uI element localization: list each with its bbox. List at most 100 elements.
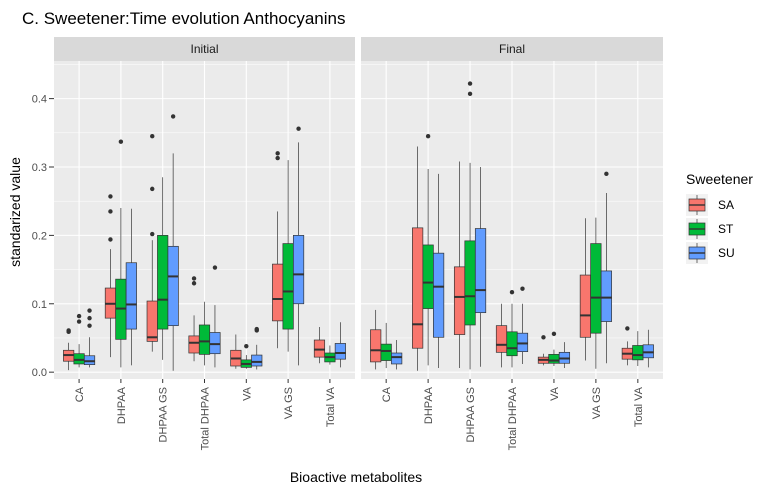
box-iqr — [370, 329, 382, 363]
legend-entry-st: ST — [686, 218, 734, 240]
outlier-point — [244, 343, 249, 349]
y-axis-title: standarized value — [7, 157, 23, 267]
outlier-point — [509, 289, 515, 295]
x-tick-label: Total DHPAA — [200, 386, 212, 450]
box-iqr — [600, 270, 612, 322]
box-iqr — [474, 228, 487, 314]
box-sa — [230, 334, 242, 369]
box-group — [230, 326, 263, 370]
box-sa — [63, 328, 75, 371]
legend-entry-sa: SA — [686, 194, 734, 216]
outlier-point — [66, 328, 71, 333]
box-su — [125, 208, 137, 366]
box-iqr — [334, 343, 346, 360]
box-st — [422, 134, 434, 366]
box-sa — [370, 309, 382, 370]
outlier-point — [118, 139, 124, 144]
x-tick-label: VA GS — [591, 387, 603, 419]
x-tick-label: Total DHPAA — [507, 386, 519, 450]
outlier-point — [87, 323, 92, 328]
y-tick-label: 0.0 — [32, 367, 47, 379]
box-iqr — [495, 325, 508, 353]
box-st — [282, 160, 294, 352]
facet-strip-label: Initial — [190, 42, 218, 56]
facet-panel-final: Final CA DHPAA DHPAA GS Total DHPAA VA VA GS To… — [361, 37, 663, 450]
x-tick-label: VA GS — [283, 387, 295, 419]
legend-label: ST — [718, 222, 734, 236]
outlier-point — [191, 281, 197, 286]
legend-entry-su: SU — [686, 242, 735, 264]
box-group — [579, 171, 612, 369]
box-iqr — [188, 335, 200, 354]
x-tick-label: CA — [74, 386, 86, 402]
box-st — [506, 289, 518, 368]
outlier-point — [467, 91, 473, 97]
box-iqr — [209, 332, 221, 355]
box-iqr — [125, 262, 137, 330]
box-iqr — [391, 352, 403, 365]
box-group — [146, 114, 179, 371]
x-tick-label: DHPAA GS — [158, 387, 170, 442]
outlier-point — [191, 276, 197, 281]
outlier-point — [625, 326, 630, 331]
box-st — [380, 322, 392, 369]
facet-strip — [54, 37, 355, 61]
legend-title: Sweetener — [686, 171, 753, 187]
legend-label: SA — [718, 198, 734, 212]
y-tick-label: 0.2 — [32, 230, 47, 242]
facet-strip-label: Final — [499, 42, 525, 56]
x-tick-label: DHPAA — [116, 386, 128, 424]
box-iqr — [198, 324, 211, 355]
box-iqr — [157, 235, 169, 330]
x-tick-label: CA — [381, 386, 393, 402]
chart-title: C. Sweetener:Time evolution Anthocyanins — [22, 9, 346, 28]
outlier-point — [520, 286, 525, 291]
x-tick-label: Total VA — [633, 386, 645, 427]
box-iqr — [433, 252, 445, 338]
box-group — [412, 134, 445, 371]
outlier-point — [150, 134, 155, 139]
outlier-point — [275, 151, 280, 156]
box-sa — [104, 194, 117, 358]
box-iqr — [313, 339, 326, 358]
x-tick-label: DHPAA — [423, 386, 435, 424]
y-tick-label: 0.1 — [32, 299, 47, 311]
box-st — [240, 343, 252, 369]
outlier-point — [551, 331, 557, 337]
box-iqr — [292, 235, 305, 305]
box-su — [558, 342, 571, 369]
outlier-point — [76, 313, 82, 319]
box-su — [433, 173, 445, 369]
outlier-point — [87, 308, 92, 313]
box-iqr — [422, 244, 434, 309]
box-iqr — [167, 245, 179, 327]
box-sa — [188, 276, 200, 362]
outlier-point — [76, 319, 82, 324]
box-group — [63, 308, 96, 371]
box-iqr — [282, 243, 294, 330]
box-iqr — [516, 332, 529, 352]
legend-label: SU — [718, 246, 735, 260]
box-iqr — [272, 263, 284, 322]
box-iqr — [453, 266, 466, 335]
outlier-point — [150, 186, 155, 192]
outlier-point — [170, 114, 176, 119]
box-group — [188, 265, 221, 368]
box-su — [251, 326, 263, 370]
x-tick-label: VA — [241, 386, 253, 401]
x-tick-label: Total VA — [325, 386, 337, 427]
box-su — [292, 126, 305, 366]
outlier-point — [108, 237, 113, 242]
box-su — [391, 340, 403, 370]
outlier-point — [541, 335, 546, 340]
outlier-point — [108, 194, 113, 199]
outlier-point — [254, 326, 259, 332]
box-su — [209, 265, 221, 368]
box-group — [621, 326, 654, 368]
box-group — [537, 331, 571, 369]
box-iqr — [251, 354, 263, 367]
box-su — [83, 308, 96, 368]
facet-strip — [361, 37, 663, 61]
box-iqr — [73, 353, 85, 365]
